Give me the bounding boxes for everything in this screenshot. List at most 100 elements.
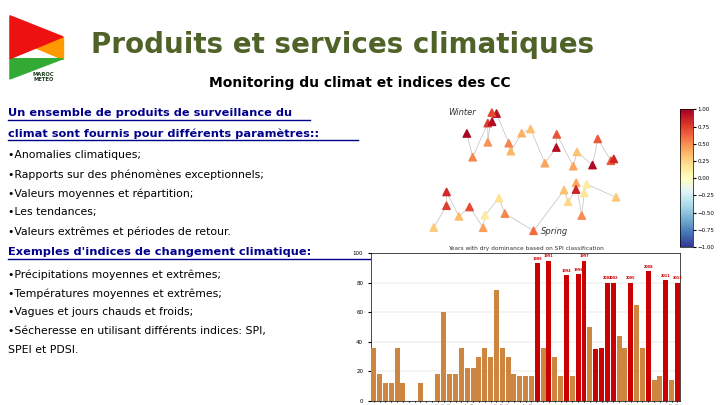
Point: [491, 110, 503, 117]
Point: [477, 224, 489, 231]
Bar: [464, 369, 469, 401]
Bar: [570, 376, 575, 401]
Bar: [418, 383, 423, 401]
Bar: [377, 374, 382, 401]
Bar: [669, 380, 674, 401]
Point: [499, 210, 510, 217]
Bar: [588, 327, 593, 401]
Point: [428, 224, 439, 231]
Point: [528, 228, 539, 234]
Text: 2005: 2005: [626, 277, 636, 281]
Bar: [494, 290, 499, 401]
Bar: [453, 374, 458, 401]
Point: [578, 190, 590, 196]
Bar: [675, 283, 680, 401]
Bar: [640, 348, 645, 401]
Bar: [529, 376, 534, 401]
Point: [525, 126, 536, 132]
Text: 1991: 1991: [544, 254, 554, 258]
Point: [567, 163, 579, 169]
Bar: [477, 357, 482, 401]
Polygon shape: [10, 16, 63, 59]
Bar: [459, 348, 464, 401]
Bar: [652, 380, 657, 401]
Point: [464, 204, 475, 210]
Bar: [646, 271, 651, 401]
Bar: [523, 376, 528, 401]
Bar: [576, 274, 580, 401]
Bar: [535, 264, 540, 401]
Bar: [372, 348, 377, 401]
Text: •Rapports sur des phénomènes exceptionnels;: •Rapports sur des phénomènes exceptionne…: [8, 169, 264, 179]
Text: 1996: 1996: [573, 268, 583, 272]
Point: [581, 181, 593, 188]
Text: •Précipitations moyennes et extrêmes;: •Précipitations moyennes et extrêmes;: [8, 269, 221, 279]
Point: [592, 136, 603, 142]
Bar: [605, 283, 610, 401]
Text: •Les tendances;: •Les tendances;: [8, 207, 96, 217]
Text: SPEI et PDSI.: SPEI et PDSI.: [8, 345, 78, 355]
Bar: [400, 383, 405, 401]
Point: [482, 120, 494, 126]
Point: [441, 202, 452, 209]
Bar: [436, 374, 441, 401]
Bar: [616, 336, 621, 401]
Bar: [564, 275, 569, 401]
Bar: [488, 357, 493, 401]
Text: •Températures moyennes et extrêmes;: •Températures moyennes et extrêmes;: [8, 288, 222, 298]
Bar: [599, 348, 604, 401]
Text: 1997: 1997: [579, 254, 589, 258]
Text: 2002: 2002: [608, 277, 618, 281]
Point: [605, 158, 616, 164]
Text: Exemples d'indices de changement climatique:: Exemples d'indices de changement climati…: [8, 247, 311, 257]
Point: [441, 189, 452, 195]
Point: [587, 162, 598, 168]
Bar: [558, 376, 563, 401]
Point: [479, 212, 490, 218]
Point: [453, 213, 464, 220]
Bar: [471, 369, 475, 401]
Bar: [629, 283, 633, 401]
Point: [467, 154, 478, 160]
Point: [576, 212, 588, 219]
Bar: [634, 305, 639, 401]
Point: [562, 198, 574, 205]
Text: 2008: 2008: [644, 264, 653, 269]
Text: 2013: 2013: [672, 277, 683, 281]
Point: [505, 148, 516, 154]
Point: [503, 140, 515, 147]
Bar: [511, 374, 516, 401]
Point: [551, 144, 562, 151]
Bar: [517, 376, 522, 401]
Text: •Vagues et jours chauds et froids;: •Vagues et jours chauds et froids;: [8, 307, 193, 317]
Text: 2011: 2011: [661, 273, 670, 277]
Point: [539, 160, 551, 166]
Bar: [657, 376, 662, 401]
Point: [570, 186, 582, 193]
Point: [611, 194, 622, 200]
Bar: [482, 348, 487, 401]
Text: •Anomalies climatiques;: •Anomalies climatiques;: [8, 150, 141, 160]
Text: climat sont fournis pour différents paramètres::: climat sont fournis pour différents para…: [8, 128, 319, 139]
Bar: [389, 383, 394, 401]
Title: Years with dry dominance based on SPI classification: Years with dry dominance based on SPI cl…: [448, 246, 603, 252]
Bar: [505, 357, 510, 401]
Point: [482, 139, 494, 145]
Bar: [611, 283, 616, 401]
Point: [571, 149, 582, 155]
Polygon shape: [10, 59, 63, 79]
Bar: [552, 357, 557, 401]
Bar: [541, 348, 546, 401]
Text: MAROC
METEO: MAROC METEO: [32, 72, 54, 82]
Bar: [500, 348, 505, 401]
Point: [486, 109, 498, 116]
Text: 1994: 1994: [562, 269, 571, 273]
Bar: [663, 280, 668, 401]
Bar: [546, 260, 552, 401]
Bar: [447, 374, 452, 401]
Point: [570, 179, 582, 186]
Text: Monitoring du climat et indices des CC: Monitoring du climat et indices des CC: [210, 77, 510, 90]
Bar: [582, 260, 587, 401]
Text: •Valeurs extrêmes et périodes de retour.: •Valeurs extrêmes et périodes de retour.: [8, 226, 231, 237]
Point: [461, 130, 472, 137]
